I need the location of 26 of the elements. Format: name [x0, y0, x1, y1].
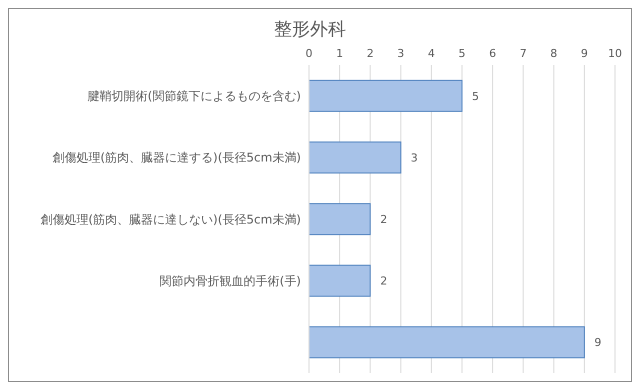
- chart-title: 整形外科: [273, 18, 347, 42]
- x-tick-label: 4: [428, 47, 435, 60]
- bar: [309, 203, 371, 236]
- data-label: 2: [380, 213, 388, 226]
- y-tick-label: 関節内骨折観血的手術(手): [160, 274, 301, 288]
- x-tick-label: 9: [580, 47, 588, 60]
- y-tick-label: 創傷処理(筋肉、臓器に達しない)(長径5cm未満): [40, 212, 301, 226]
- data-label: 3: [410, 151, 418, 164]
- data-label: 9: [594, 336, 602, 350]
- x-tick-label: 0: [306, 47, 312, 60]
- x-tick-label: 3: [397, 47, 404, 60]
- bar: [309, 264, 371, 297]
- x-tick-label: 8: [550, 47, 558, 60]
- x-tick-label: 7: [520, 47, 527, 60]
- x-tick-label: 1: [336, 47, 344, 60]
- x-tick-label: 6: [489, 47, 496, 60]
- y-tick-label: 創傷処理(筋肉、臓器に達する)(長径5cm未満): [52, 150, 301, 165]
- x-tick-label: 5: [458, 47, 466, 60]
- y-tick-label: 腱鞘切開術(関節鏡下によるものを含む): [88, 89, 301, 104]
- bar: [309, 326, 585, 358]
- data-label: 5: [472, 90, 479, 103]
- data-label: 2: [380, 274, 388, 288]
- x-tick-label: 2: [366, 47, 374, 60]
- x-tick-label: 10: [608, 47, 622, 60]
- bar: [309, 142, 402, 174]
- bar: [309, 80, 462, 112]
